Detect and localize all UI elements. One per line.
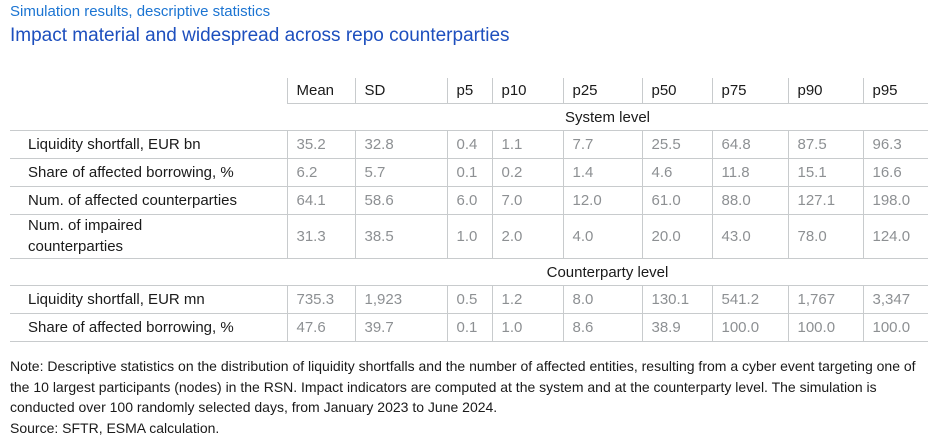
cell-value: 15.1 xyxy=(787,158,863,187)
cell-value: 8.6 xyxy=(562,313,642,343)
table-row: Share of affected borrowing, % 6.2 5.7 0… xyxy=(10,158,928,187)
cell-value: 39.7 xyxy=(354,313,447,343)
table-row: Share of affected borrowing, % 47.6 39.7… xyxy=(10,313,928,343)
cell-value: 100.0 xyxy=(711,313,788,343)
column-header-p25: p25 xyxy=(562,77,642,105)
table-header-row: Mean SD p5 p10 p25 p50 p75 p90 p95 xyxy=(10,77,928,105)
column-header-p50: p50 xyxy=(641,77,712,105)
column-header-p75: p75 xyxy=(711,77,788,105)
cell-value: 78.0 xyxy=(787,214,863,260)
row-label: Num. of affected counterparties xyxy=(10,186,287,215)
section-header-counterparty-level: Counterparty level xyxy=(10,259,928,286)
cell-value: 4.0 xyxy=(562,214,642,260)
section-label: System level xyxy=(564,108,651,126)
column-header-p5: p5 xyxy=(446,77,492,105)
table-row: Liquidity shortfall, EUR mn 735.3 1,923 … xyxy=(10,285,928,314)
cell-value: 3,347 xyxy=(862,285,928,314)
cell-value: 38.5 xyxy=(354,214,447,260)
table-row: Num. of affected counterparties 64.1 58.… xyxy=(10,186,928,215)
statistics-table: Mean SD p5 p10 p25 p50 p75 p90 p95 Syste… xyxy=(10,77,928,343)
cell-value: 124.0 xyxy=(862,214,928,260)
column-header-p90: p90 xyxy=(787,77,863,105)
cell-value: 1.2 xyxy=(491,285,563,314)
cell-value: 1.0 xyxy=(491,313,563,343)
cell-value: 16.6 xyxy=(862,158,928,187)
cell-value: 7.7 xyxy=(562,130,642,159)
cell-value: 127.1 xyxy=(787,186,863,215)
figure-note: Note: Descriptive statistics on the dist… xyxy=(10,358,916,416)
cell-value: 88.0 xyxy=(711,186,788,215)
cell-value: 1,923 xyxy=(354,285,447,314)
cell-value: 1.4 xyxy=(562,158,642,187)
cell-value: 35.2 xyxy=(286,130,355,159)
column-header-empty xyxy=(10,78,287,104)
cell-value: 6.0 xyxy=(446,186,492,215)
cell-value: 64.1 xyxy=(286,186,355,215)
row-label: Share of affected borrowing, % xyxy=(10,313,287,343)
section-spacer xyxy=(10,104,287,131)
row-label: Share of affected borrowing, % xyxy=(10,158,287,187)
cell-value: 1.1 xyxy=(491,130,563,159)
cell-value: 12.0 xyxy=(562,186,642,215)
section-header-system-level: System level xyxy=(10,104,928,131)
row-label: Num. of impaired counterparties xyxy=(10,214,287,260)
row-label: Liquidity shortfall, EUR bn xyxy=(10,130,287,159)
section-spacer xyxy=(10,259,287,286)
cell-value: 47.6 xyxy=(286,313,355,343)
cell-value: 1.0 xyxy=(446,214,492,260)
figure-title: Impact material and widespread across re… xyxy=(10,24,510,46)
cell-value: 5.7 xyxy=(354,158,447,187)
cell-value: 541.2 xyxy=(711,285,788,314)
cell-value: 0.4 xyxy=(446,130,492,159)
cell-value: 25.5 xyxy=(641,130,712,159)
cell-value: 0.2 xyxy=(491,158,563,187)
row-label-text: Num. of impaired counterparties xyxy=(28,217,143,255)
cell-value: 61.0 xyxy=(641,186,712,215)
cell-value: 31.3 xyxy=(286,214,355,260)
cell-value: 32.8 xyxy=(354,130,447,159)
cell-value: 100.0 xyxy=(862,313,928,343)
cell-value: 43.0 xyxy=(711,214,788,260)
cell-value: 38.9 xyxy=(641,313,712,343)
figure-source: Source: SFTR, ESMA calculation. xyxy=(10,419,220,436)
column-header-sd: SD xyxy=(354,77,447,105)
row-label: Liquidity shortfall, EUR mn xyxy=(10,285,287,314)
column-header-p10: p10 xyxy=(491,77,563,105)
cell-value: 2.0 xyxy=(491,214,563,260)
figure-subtitle: Simulation results, descriptive statisti… xyxy=(10,3,271,20)
cell-value: 8.0 xyxy=(562,285,642,314)
cell-value: 7.0 xyxy=(491,186,563,215)
cell-value: 0.1 xyxy=(446,313,492,343)
cell-value: 4.6 xyxy=(641,158,712,187)
cell-value: 130.1 xyxy=(641,285,712,314)
cell-value: 0.5 xyxy=(446,285,492,314)
cell-value: 6.2 xyxy=(286,158,355,187)
cell-value: 198.0 xyxy=(862,186,928,215)
cell-value: 100.0 xyxy=(787,313,863,343)
cell-value: 0.1 xyxy=(446,158,492,187)
cell-value: 1,767 xyxy=(787,285,863,314)
cell-value: 735.3 xyxy=(286,285,355,314)
cell-value: 87.5 xyxy=(787,130,863,159)
cell-value: 64.8 xyxy=(711,130,788,159)
cell-value: 58.6 xyxy=(354,186,447,215)
table-row: Liquidity shortfall, EUR bn 35.2 32.8 0.… xyxy=(10,130,928,159)
cell-value: 11.8 xyxy=(711,158,788,187)
cell-value: 96.3 xyxy=(862,130,928,159)
cell-value: 20.0 xyxy=(641,214,712,260)
column-header-mean: Mean xyxy=(286,77,355,105)
column-header-p95: p95 xyxy=(862,77,928,105)
section-label: Counterparty level xyxy=(546,263,669,281)
table-row: Num. of impaired counterparties 31.3 38.… xyxy=(10,214,928,260)
